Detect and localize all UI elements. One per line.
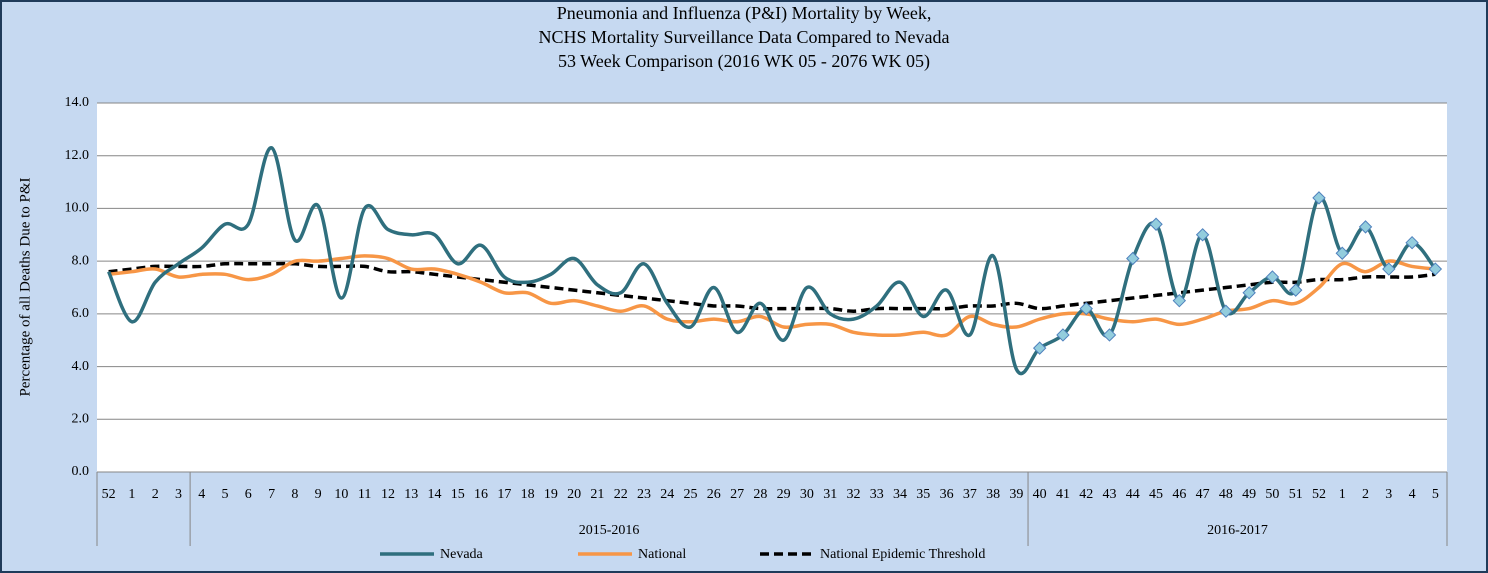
data-point [1032, 341, 1047, 355]
x-tick-label: 7 [268, 487, 275, 502]
chart-title: 53 Week Comparison (2016 WK 05 - 2076 WK… [558, 51, 930, 72]
data-point [1195, 228, 1210, 242]
x-tick-label: 46 [1172, 487, 1186, 502]
data-point [1428, 262, 1443, 276]
chart-title: Pneumonia and Influenza (P&I) Mortality … [557, 3, 932, 24]
data-point [1289, 283, 1303, 297]
x-tick-label: 1 [1339, 487, 1346, 502]
x-tick-label: 3 [175, 487, 182, 502]
data-point [1265, 270, 1280, 284]
group-label: 2016-2017 [1207, 523, 1268, 538]
x-tick-label: 52 [102, 487, 116, 502]
x-tick-label: 42 [1079, 487, 1093, 502]
x-tick-label: 16 [474, 487, 488, 502]
x-tick-label: 50 [1265, 487, 1279, 502]
x-tick-label: 22 [614, 487, 628, 502]
x-tick-label: 1 [128, 487, 135, 502]
x-tick-label: 6 [245, 487, 252, 502]
legend-label: National Epidemic Threshold [820, 547, 985, 562]
y-tick-label: 4.0 [72, 359, 90, 374]
x-tick-label: 5 [222, 487, 229, 502]
x-tick-label: 48 [1219, 487, 1233, 502]
plot-area [97, 103, 1447, 472]
x-tick-label: 21 [590, 487, 604, 502]
legend-label: National [638, 547, 686, 562]
x-tick-label: 37 [963, 487, 977, 502]
x-tick-label: 26 [707, 487, 721, 502]
data-point [1358, 220, 1373, 234]
group-label: 2015-2016 [579, 523, 640, 538]
y-tick-label: 14.0 [65, 95, 90, 110]
x-tick-label: 47 [1196, 487, 1210, 502]
x-tick-label: 41 [1056, 487, 1070, 502]
x-tick-label: 11 [358, 487, 371, 502]
data-point [1405, 235, 1419, 250]
x-tick-label: 14 [428, 487, 442, 502]
x-tick-label: 12 [381, 487, 395, 502]
x-tick-label: 32 [846, 487, 860, 502]
y-tick-label: 0.0 [72, 464, 90, 479]
x-tick-label: 39 [1009, 487, 1023, 502]
x-tick-label: 3 [1385, 487, 1392, 502]
y-tick-label: 2.0 [72, 412, 90, 427]
data-point [1382, 262, 1396, 276]
x-tick-label: 40 [1033, 487, 1047, 502]
y-tick-label: 12.0 [65, 148, 90, 163]
data-point [1079, 301, 1093, 316]
x-tick-label: 43 [1103, 487, 1117, 502]
x-tick-label: 2 [152, 487, 159, 502]
line-series [107, 146, 1437, 376]
x-tick-label: 20 [567, 487, 581, 502]
x-tick-label: 31 [823, 487, 837, 502]
data-point [1149, 217, 1163, 231]
data-point [1335, 246, 1349, 260]
x-tick-label: 4 [198, 487, 205, 502]
x-tick-label: 28 [753, 487, 767, 502]
x-tick-label: 9 [315, 487, 322, 502]
x-tick-label: 33 [870, 487, 884, 502]
x-tick-label: 18 [521, 487, 535, 502]
x-tick-label: 23 [637, 487, 651, 502]
x-tick-label: 2 [1362, 487, 1369, 502]
data-point [1312, 191, 1326, 205]
x-tick-label: 52 [1312, 487, 1326, 502]
x-tick-label: 30 [800, 487, 814, 502]
x-tick-label: 45 [1149, 487, 1163, 502]
data-point [1219, 304, 1233, 318]
data-point [1126, 251, 1140, 266]
x-tick-label: 24 [660, 487, 674, 502]
data-point [1102, 328, 1117, 342]
x-tick-label: 13 [404, 487, 418, 502]
x-tick-label: 29 [777, 487, 791, 502]
x-tick-label: 25 [684, 487, 698, 502]
y-tick-label: 8.0 [72, 253, 90, 268]
x-tick-label: 10 [334, 487, 348, 502]
x-tick-label: 49 [1242, 487, 1256, 502]
x-tick-label: 51 [1289, 487, 1303, 502]
x-tick-label: 35 [916, 487, 930, 502]
chart-title: NCHS Mortality Surveillance Data Compare… [539, 27, 950, 47]
line-series [108, 261, 1436, 313]
x-tick-label: 17 [497, 487, 511, 502]
y-tick-label: 10.0 [65, 201, 90, 216]
x-tick-label: 34 [893, 487, 907, 502]
y-tick-label: 6.0 [72, 306, 90, 321]
x-tick-label: 38 [986, 487, 1000, 502]
data-point [1172, 293, 1187, 308]
x-tick-label: 5 [1432, 487, 1439, 502]
x-tick-label: 8 [291, 487, 298, 502]
y-axis-title: Percentage of all Deaths Due to P&I [17, 177, 33, 396]
data-point [1242, 286, 1256, 300]
x-tick-label: 27 [730, 487, 744, 502]
x-tick-label: 36 [940, 487, 954, 502]
data-point [1056, 328, 1070, 342]
x-tick-label: 44 [1126, 487, 1140, 502]
x-tick-label: 19 [544, 487, 558, 502]
x-tick-label: 15 [451, 487, 465, 502]
x-tick-label: 4 [1409, 487, 1416, 502]
legend-label: Nevada [440, 547, 484, 562]
